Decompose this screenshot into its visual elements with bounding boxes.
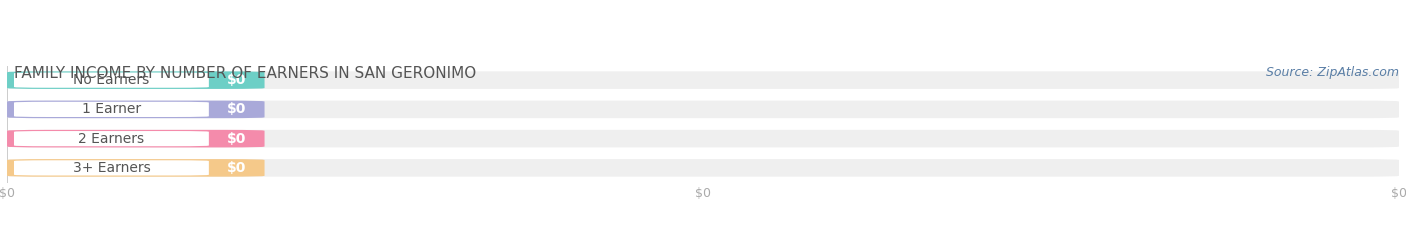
Text: FAMILY INCOME BY NUMBER OF EARNERS IN SAN GERONIMO: FAMILY INCOME BY NUMBER OF EARNERS IN SA…: [14, 66, 477, 80]
FancyBboxPatch shape: [14, 102, 209, 117]
FancyBboxPatch shape: [7, 71, 1399, 89]
FancyBboxPatch shape: [14, 160, 209, 176]
FancyBboxPatch shape: [7, 71, 264, 89]
FancyBboxPatch shape: [7, 130, 1399, 147]
Text: 2 Earners: 2 Earners: [79, 132, 145, 146]
FancyBboxPatch shape: [7, 101, 264, 118]
Text: 1 Earner: 1 Earner: [82, 102, 141, 116]
FancyBboxPatch shape: [7, 130, 264, 147]
Text: $0: $0: [226, 102, 246, 116]
Text: Source: ZipAtlas.com: Source: ZipAtlas.com: [1265, 66, 1399, 79]
Text: 3+ Earners: 3+ Earners: [73, 161, 150, 175]
FancyBboxPatch shape: [14, 73, 209, 88]
Text: $0: $0: [226, 161, 246, 175]
FancyBboxPatch shape: [7, 159, 1399, 177]
Text: No Earners: No Earners: [73, 73, 149, 87]
FancyBboxPatch shape: [14, 131, 209, 146]
Text: $0: $0: [226, 132, 246, 146]
FancyBboxPatch shape: [7, 101, 1399, 118]
FancyBboxPatch shape: [7, 159, 264, 177]
Text: $0: $0: [226, 73, 246, 87]
